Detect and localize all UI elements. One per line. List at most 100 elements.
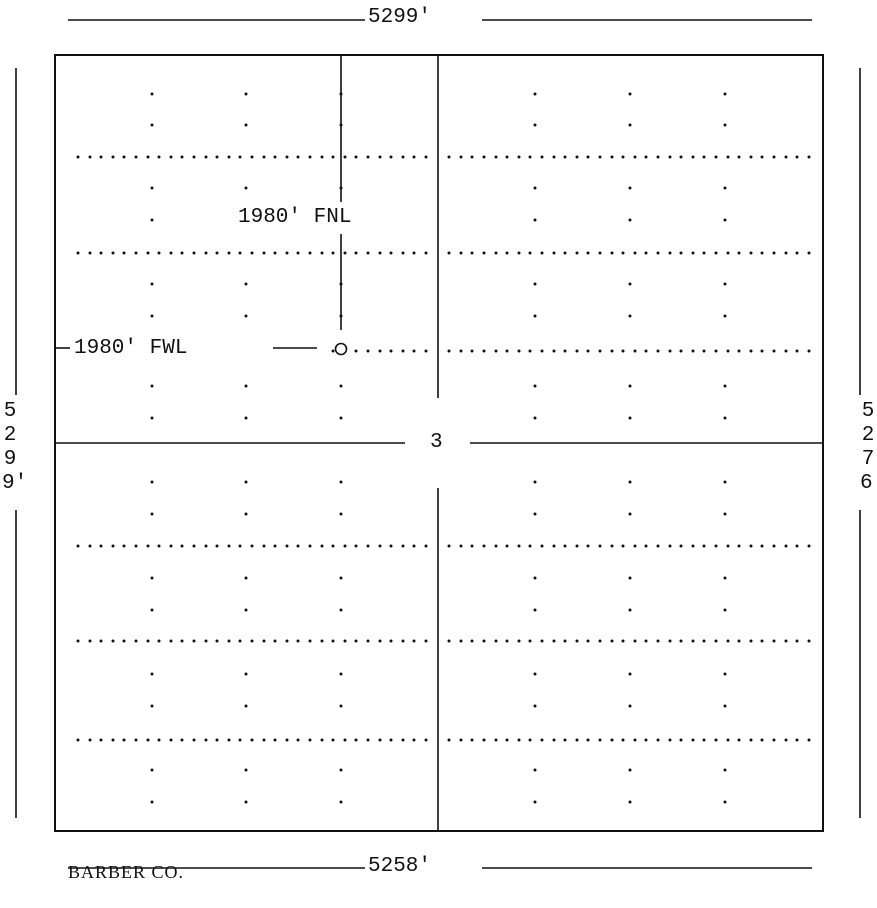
- survey-dot: [215, 544, 219, 548]
- survey-dot: [505, 251, 509, 255]
- survey-dot: [339, 768, 343, 772]
- survey-dot: [122, 639, 126, 643]
- survey-dot: [528, 251, 532, 255]
- survey-dot: [150, 672, 154, 676]
- survey-dot: [533, 672, 537, 676]
- survey-dot: [807, 639, 811, 643]
- survey-dot: [552, 639, 556, 643]
- survey-dot: [111, 544, 115, 548]
- survey-dot: [447, 544, 451, 548]
- survey-dot: [760, 639, 764, 643]
- survey-dot: [540, 155, 544, 159]
- survey-dot: [723, 282, 727, 286]
- survey-dot: [723, 480, 727, 484]
- survey-dot: [723, 186, 727, 190]
- survey-dot: [723, 576, 727, 580]
- survey-dot: [389, 251, 393, 255]
- survey-dot: [378, 349, 382, 353]
- survey-dot: [610, 738, 614, 742]
- survey-dot: [633, 639, 637, 643]
- survey-dot: [146, 251, 150, 255]
- survey-dot: [552, 155, 556, 159]
- survey-dot: [262, 155, 266, 159]
- survey-dot: [76, 639, 80, 643]
- survey-dot: [192, 639, 196, 643]
- survey-dot: [157, 155, 161, 159]
- survey-dot: [122, 738, 126, 742]
- survey-dot: [180, 639, 184, 643]
- survey-dot: [714, 155, 718, 159]
- survey-dot: [354, 544, 358, 548]
- survey-dot: [412, 544, 416, 548]
- survey-dot: [150, 92, 154, 96]
- survey-dot: [343, 738, 347, 742]
- survey-dot: [726, 738, 730, 742]
- survey-dot: [807, 349, 811, 353]
- survey-dot: [533, 282, 537, 286]
- survey-dot: [99, 544, 103, 548]
- survey-dot: [482, 349, 486, 353]
- survey-dot: [262, 251, 266, 255]
- survey-dot: [244, 608, 248, 612]
- section-number: 3: [424, 431, 449, 455]
- survey-dot: [296, 155, 300, 159]
- survey-dot: [285, 639, 289, 643]
- survey-dot: [150, 416, 154, 420]
- survey-dot: [482, 544, 486, 548]
- survey-dot: [702, 544, 706, 548]
- survey-dot: [244, 314, 248, 318]
- survey-dot: [447, 251, 451, 255]
- survey-dot: [343, 251, 347, 255]
- survey-dot: [807, 251, 811, 255]
- survey-dot: [505, 544, 509, 548]
- survey-dot: [533, 768, 537, 772]
- survey-dot: [621, 639, 625, 643]
- survey-dot: [533, 123, 537, 127]
- survey-dot: [628, 186, 632, 190]
- survey-dot: [628, 704, 632, 708]
- survey-dot: [656, 251, 660, 255]
- survey-dot: [737, 738, 741, 742]
- survey-dot: [482, 738, 486, 742]
- survey-dot: [691, 738, 695, 742]
- survey-dot: [726, 155, 730, 159]
- survey-dot: [320, 155, 324, 159]
- survey-dot: [533, 416, 537, 420]
- survey-dot: [494, 738, 498, 742]
- survey-dot: [494, 544, 498, 548]
- survey-dot: [401, 251, 405, 255]
- survey-dot: [320, 251, 324, 255]
- survey-dot: [749, 349, 753, 353]
- survey-dot: [459, 349, 463, 353]
- survey-dot: [644, 349, 648, 353]
- fnl-label: 1980' FNL: [236, 206, 354, 230]
- survey-dot: [412, 639, 416, 643]
- survey-dot: [586, 251, 590, 255]
- survey-dot: [628, 576, 632, 580]
- survey-dot: [714, 544, 718, 548]
- survey-dot: [760, 544, 764, 548]
- survey-dot: [586, 639, 590, 643]
- survey-dot: [470, 155, 474, 159]
- survey-dot: [150, 123, 154, 127]
- survey-dot: [366, 251, 370, 255]
- survey-dot: [412, 155, 416, 159]
- survey-dot: [470, 251, 474, 255]
- survey-dot: [204, 155, 208, 159]
- survey-dot: [723, 123, 727, 127]
- survey-dot: [533, 608, 537, 612]
- survey-dot: [760, 349, 764, 353]
- survey-dot: [726, 251, 730, 255]
- survey-dot: [227, 639, 231, 643]
- survey-dot: [99, 155, 103, 159]
- survey-dot: [343, 639, 347, 643]
- right-dimension-label: 5276': [860, 400, 877, 496]
- survey-dot: [795, 155, 799, 159]
- survey-dot: [552, 251, 556, 255]
- survey-dot: [244, 672, 248, 676]
- survey-dot: [412, 349, 416, 353]
- survey-dot: [749, 251, 753, 255]
- survey-dot: [633, 251, 637, 255]
- survey-dot: [331, 639, 335, 643]
- survey-dot: [424, 155, 428, 159]
